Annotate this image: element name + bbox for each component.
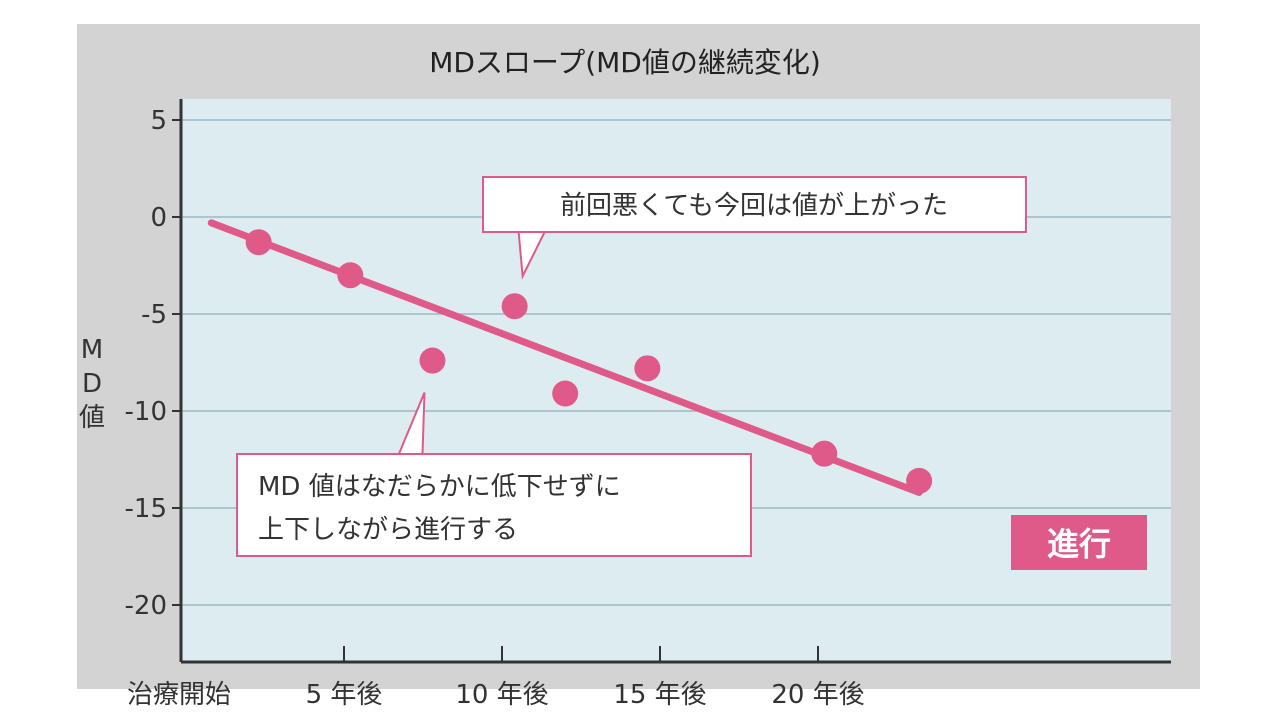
y-tick-label: 0 — [150, 203, 167, 233]
data-point — [634, 355, 661, 382]
callout-bottom-line-2: 上下しながら進行する — [258, 515, 518, 545]
data-point — [419, 347, 446, 374]
y-axis-label-char: 値 — [79, 403, 105, 433]
chart-title: MDスロープ(MD値の継続変化) — [429, 46, 821, 79]
x-tick-label: 20 年後 — [771, 680, 864, 710]
data-point — [501, 293, 528, 320]
callout-bottom-box — [236, 453, 752, 557]
callout-top: 前回悪くても今回は値が上がった — [482, 176, 1027, 280]
y-tick-label: -10 — [125, 397, 167, 427]
data-point — [245, 229, 272, 256]
bottom-band — [0, 689, 1280, 720]
trend-line — [207, 219, 923, 496]
y-tick-label: -15 — [125, 494, 167, 524]
progress-badge-box — [1011, 515, 1147, 570]
x-tick-label: 10 年後 — [455, 680, 548, 710]
y-tick-labels: 5 0 -5 -10 -15 -20 — [125, 106, 167, 621]
x-tick-labels: 治療開始 5 年後 10 年後 15 年後 20 年後 — [127, 680, 865, 710]
data-point — [906, 467, 933, 494]
data-point — [811, 440, 838, 467]
y-axis-label-char: M — [81, 335, 103, 365]
callout-top-text: 前回悪くても今回は値が上がった — [560, 191, 948, 221]
data-point — [552, 380, 579, 407]
y-tick-label: -5 — [141, 300, 167, 330]
progress-badge: 進行 — [1011, 515, 1147, 570]
callout-bottom: MD 値はなだらかに低下せずに 上下しながら進行する — [236, 392, 752, 557]
y-tick-label: 5 — [150, 106, 167, 136]
axes — [172, 99, 1171, 664]
data-point — [337, 262, 364, 289]
progress-badge-text: 進行 — [1047, 525, 1111, 563]
y-tick-label: -20 — [125, 591, 167, 621]
data-points — [245, 229, 933, 508]
x-tick-label: 治療開始 — [127, 680, 231, 710]
x-tick-label: 15 年後 — [613, 680, 706, 710]
y-axis-label: MD値 — [79, 335, 105, 433]
callout-top-box — [482, 176, 1027, 233]
x-tick-label: 5 年後 — [306, 680, 383, 710]
y-axis-label-char: D — [82, 369, 102, 399]
callout-bottom-line-1: MD 値はなだらかに低下せずに — [258, 472, 621, 502]
